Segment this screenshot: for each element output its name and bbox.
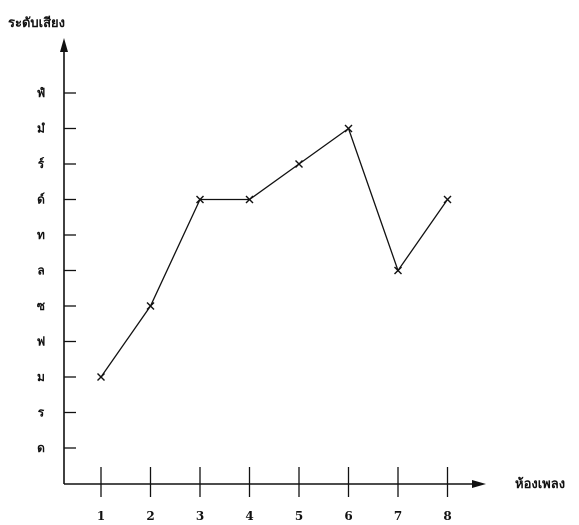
x-axis-arrowhead [472,480,486,488]
marker-group [97,124,452,381]
x-tick-label: 2 [146,509,154,523]
data-point-marker [344,124,353,133]
y-tick-label: ร์ [38,157,45,171]
y-tick-label: ฟ [37,335,46,349]
x-tick-label: 6 [344,509,352,523]
x-tick-label: 5 [295,509,303,523]
y-tick-label: ร [38,406,45,420]
y-axis-title: ระดับเสียง [8,15,65,31]
y-tick-label: ม [37,370,45,384]
x-tick-label: 7 [394,509,402,523]
series-group [100,127,449,378]
data-point-marker [394,266,402,275]
data-point-marker [443,195,452,204]
x-tick-group: 1 2 3 4 5 6 7 8 [97,467,452,523]
data-point-marker [295,160,303,168]
y-tick-label: มํ [37,122,45,136]
data-point-marker [146,302,155,310]
y-tick-label: ล [37,264,44,278]
x-tick-label: 8 [443,509,451,523]
data-point-marker [245,195,254,204]
y-level-group: ด ร ม ฟ ซ ล ท ด์ ร์ มํ ฟํ [37,86,76,455]
x-tick-label: 1 [97,509,105,523]
data-point-marker [196,195,204,204]
series-line [100,127,449,378]
y-tick-label: ด์ [37,193,45,207]
x-tick-label: 3 [196,509,204,523]
data-point-marker [97,373,105,381]
y-tick-label: ซ [37,299,45,313]
y-tick-label: ฟํ [37,86,46,100]
x-axis-title: ห้องเพลง [515,476,565,492]
y-tick-label: ท [37,228,45,242]
x-tick-label: 4 [245,509,253,523]
y-tick-label: ด [37,441,45,455]
y-axis-arrowhead [60,38,68,52]
